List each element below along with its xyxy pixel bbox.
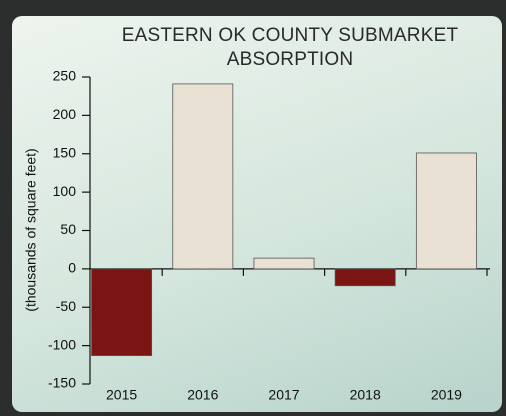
y-tick-label: 100 — [53, 183, 77, 199]
y-tick-label: 200 — [53, 106, 77, 122]
bar — [253, 257, 315, 270]
x-tick-label: 2018 — [350, 387, 381, 403]
y-tick-label: 150 — [53, 144, 77, 160]
y-tick-label: -150 — [48, 375, 76, 391]
bar — [172, 83, 234, 270]
x-tick-label: 2017 — [268, 387, 299, 403]
y-tick-label: -50 — [56, 298, 76, 314]
y-axis-label: (thousands of square feet) — [23, 148, 39, 311]
y-tick-label: 250 — [53, 68, 77, 84]
bar — [415, 152, 477, 270]
y-tick-label: 50 — [60, 221, 76, 237]
y-tick-label: 0 — [68, 260, 76, 276]
chart-title: EASTERN OK COUNTY SUBMARKET ABSORPTION — [121, 25, 459, 70]
bar — [91, 268, 153, 357]
bar — [334, 268, 396, 287]
x-tick-label: 2016 — [187, 387, 218, 403]
x-tick-label: 2015 — [106, 387, 137, 403]
y-tick-label: -100 — [48, 336, 76, 352]
x-tick-label: 2019 — [431, 387, 462, 403]
